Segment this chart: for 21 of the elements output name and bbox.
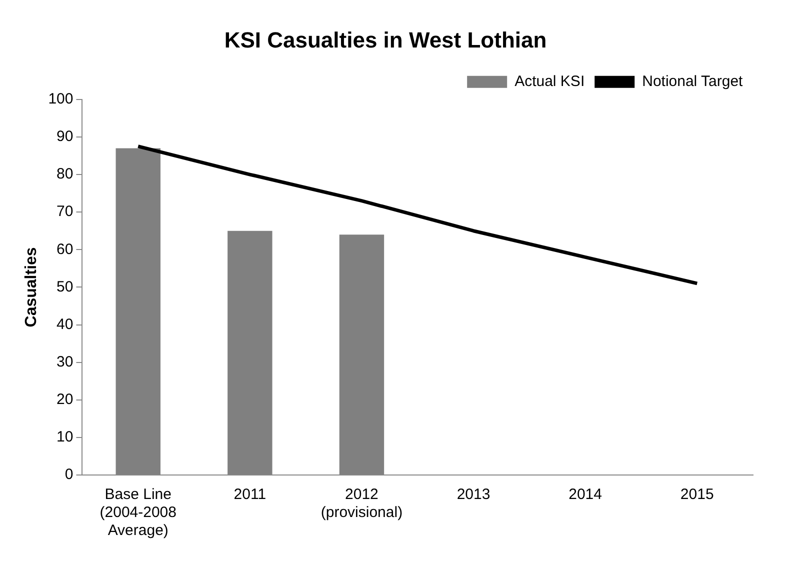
y-tick-label: 80 (56, 166, 74, 183)
y-tick-label: 30 (56, 353, 74, 370)
y-tick-label: 100 (48, 90, 74, 108)
x-tick-label: 2012 (provisional) (320, 486, 403, 522)
y-tick-label: 90 (56, 128, 74, 146)
x-tick-label: 2015 (680, 486, 714, 504)
y-axis-title: Casualties (23, 247, 40, 328)
y-tick-label: 10 (56, 428, 74, 446)
y-tick-label: 20 (56, 391, 74, 408)
x-tick-label: 2011 (234, 486, 266, 504)
y-tick-label: 0 (64, 466, 74, 484)
chart-title: KSI Casualties in West Lothian (224, 27, 547, 52)
y-tick-label: 50 (56, 278, 74, 296)
legend-label: Actual KSI (514, 73, 585, 90)
x-tick-label: Base Line (2004-2008 Average) (100, 486, 176, 540)
x-tick-label: 2013 (456, 486, 490, 504)
x-tick-label: 2014 (568, 486, 602, 504)
y-tick-label: 40 (56, 316, 74, 333)
y-tick-label: 70 (56, 203, 74, 220)
y-tick-label: 60 (56, 240, 74, 258)
legend-label: Notional Target (642, 73, 744, 90)
